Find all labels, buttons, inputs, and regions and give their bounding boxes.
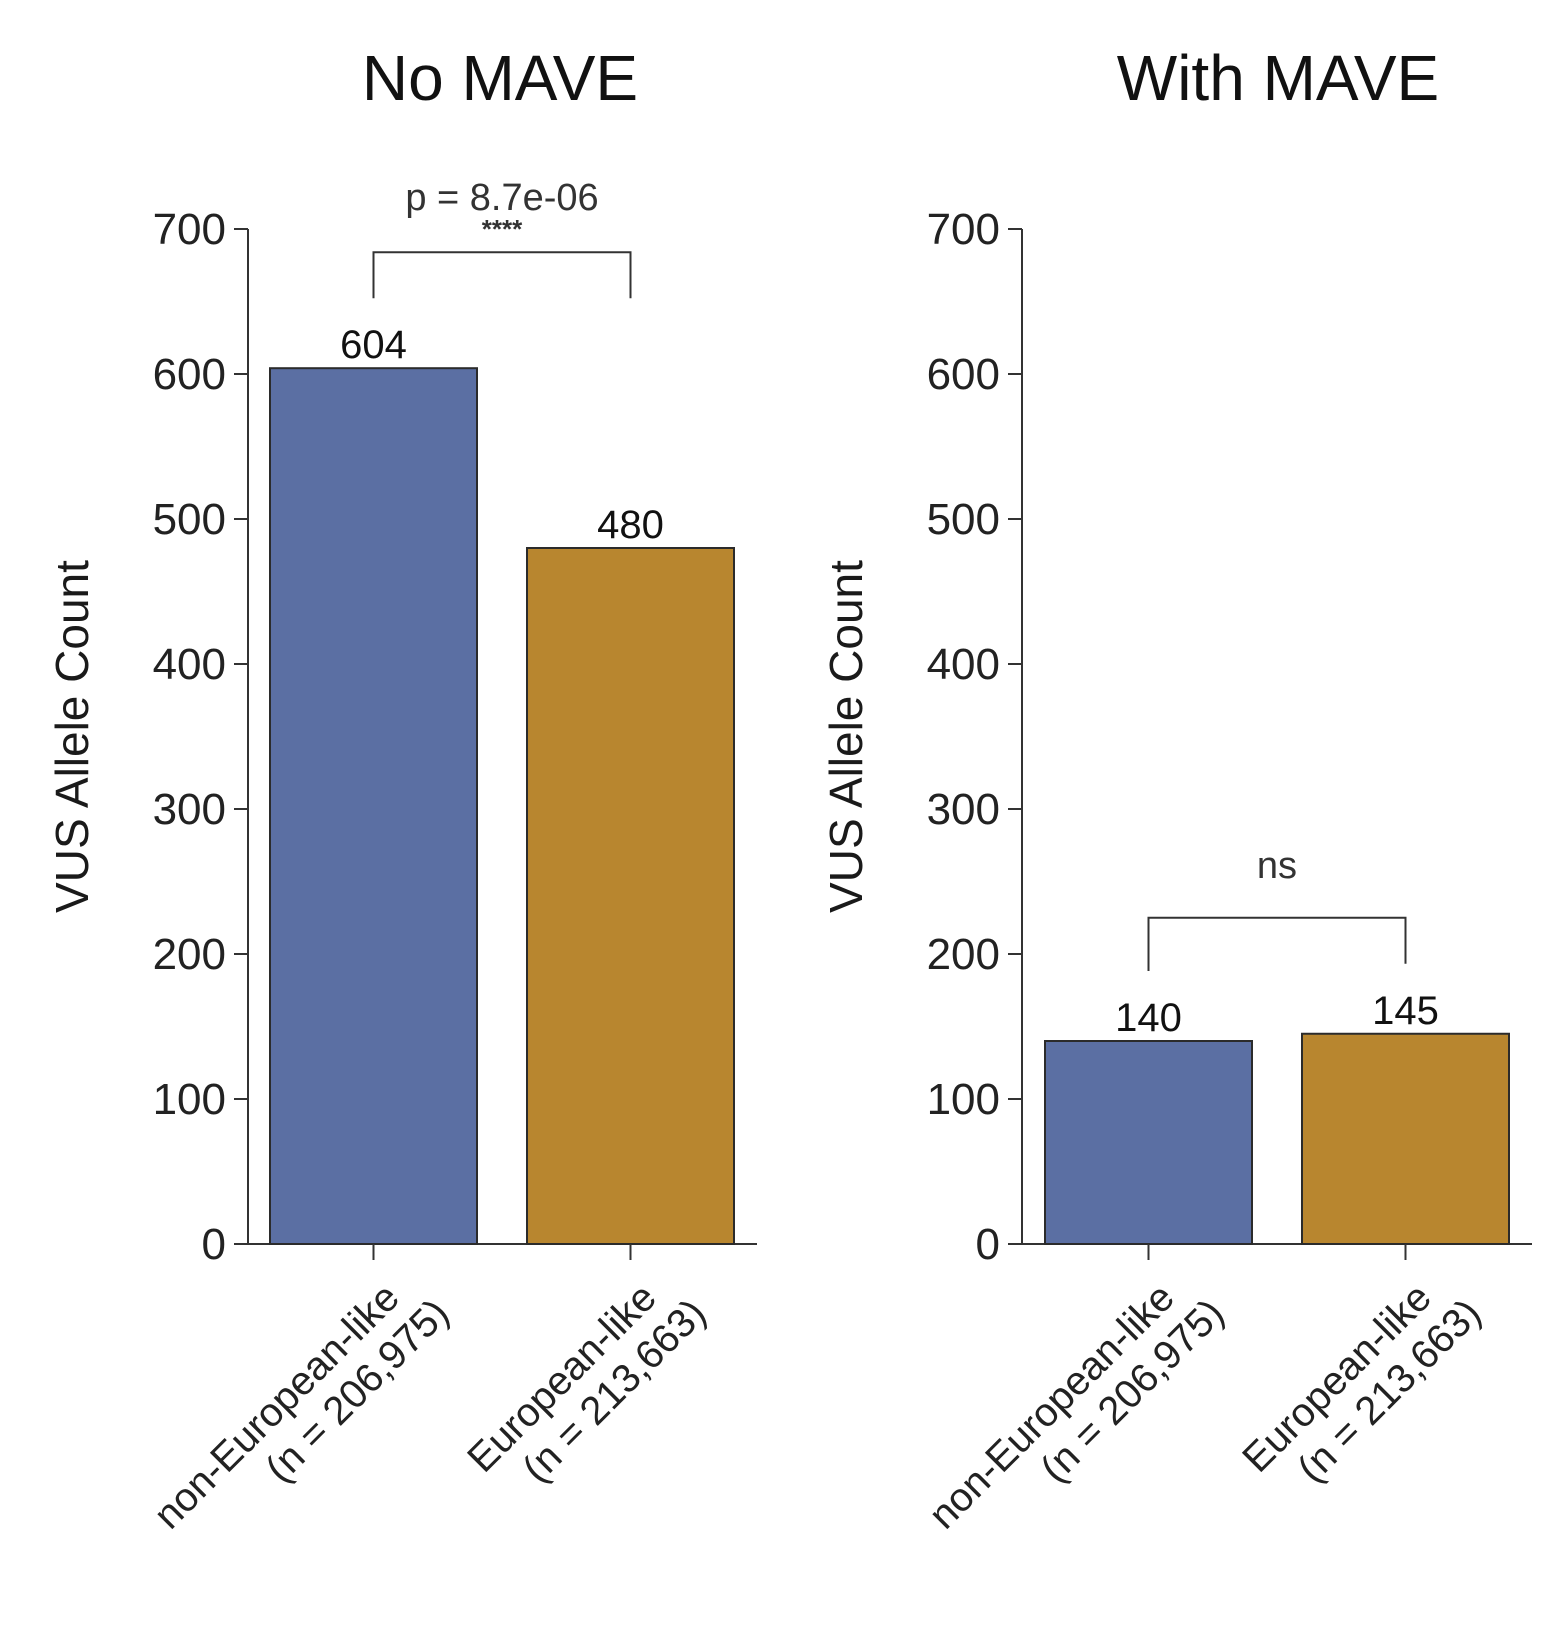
significance-label: ns xyxy=(1257,845,1297,887)
y-axis-label: VUS Allele Count xyxy=(46,560,98,913)
y-tick-label: 400 xyxy=(153,640,226,689)
bar xyxy=(1044,1040,1253,1245)
y-tick-label: 0 xyxy=(976,1220,1000,1269)
significance-bracket xyxy=(1147,916,1407,971)
bar xyxy=(1301,1032,1510,1245)
bar xyxy=(526,547,735,1245)
y-tick-label: 300 xyxy=(927,785,1000,834)
y-tick-label: 100 xyxy=(153,1075,226,1124)
y-tick-label: 100 xyxy=(927,1075,1000,1124)
bar-value-label: 604 xyxy=(340,323,407,367)
y-tick-label: 700 xyxy=(153,205,226,254)
bar-value-label: 145 xyxy=(1372,989,1439,1033)
y-tick-label: 500 xyxy=(927,495,1000,544)
significance-label: p = 8.7e-06 xyxy=(405,177,598,219)
y-tick-label: 600 xyxy=(927,350,1000,399)
panel-no-mave: No MAVE VUS Allele Count 0 100 200 300 400 500… xyxy=(46,42,757,1570)
y-tick-label: 500 xyxy=(153,495,226,544)
bar xyxy=(269,367,478,1245)
panel-title: No MAVE xyxy=(362,42,638,114)
x-category-label: non-European-like(n = 206,975) xyxy=(921,1258,1233,1570)
y-tick-label: 0 xyxy=(202,1220,226,1269)
x-category-label: European-like(n = 213,663) xyxy=(459,1258,714,1513)
y-tick-label: 600 xyxy=(153,350,226,399)
y-tick-label: 700 xyxy=(927,205,1000,254)
y-tick-label: 400 xyxy=(927,640,1000,689)
panel-title: With MAVE xyxy=(1117,42,1439,114)
panel-with-mave: With MAVE VUS Allele Count 0 100 200 300 400 5… xyxy=(820,42,1532,1570)
significance-bracket xyxy=(372,251,632,299)
y-tick-label: 200 xyxy=(153,930,226,979)
x-category-label: non-European-like(n = 206,975) xyxy=(146,1258,458,1570)
y-axis-label: VUS Allele Count xyxy=(820,560,872,913)
significance-stars: **** xyxy=(482,214,523,244)
bar-value-label: 480 xyxy=(597,503,664,547)
bar-value-label: 140 xyxy=(1115,996,1182,1040)
y-tick-label: 300 xyxy=(153,785,226,834)
x-category-label: European-like(n = 213,663) xyxy=(1234,1258,1489,1513)
y-tick-label: 200 xyxy=(927,930,1000,979)
